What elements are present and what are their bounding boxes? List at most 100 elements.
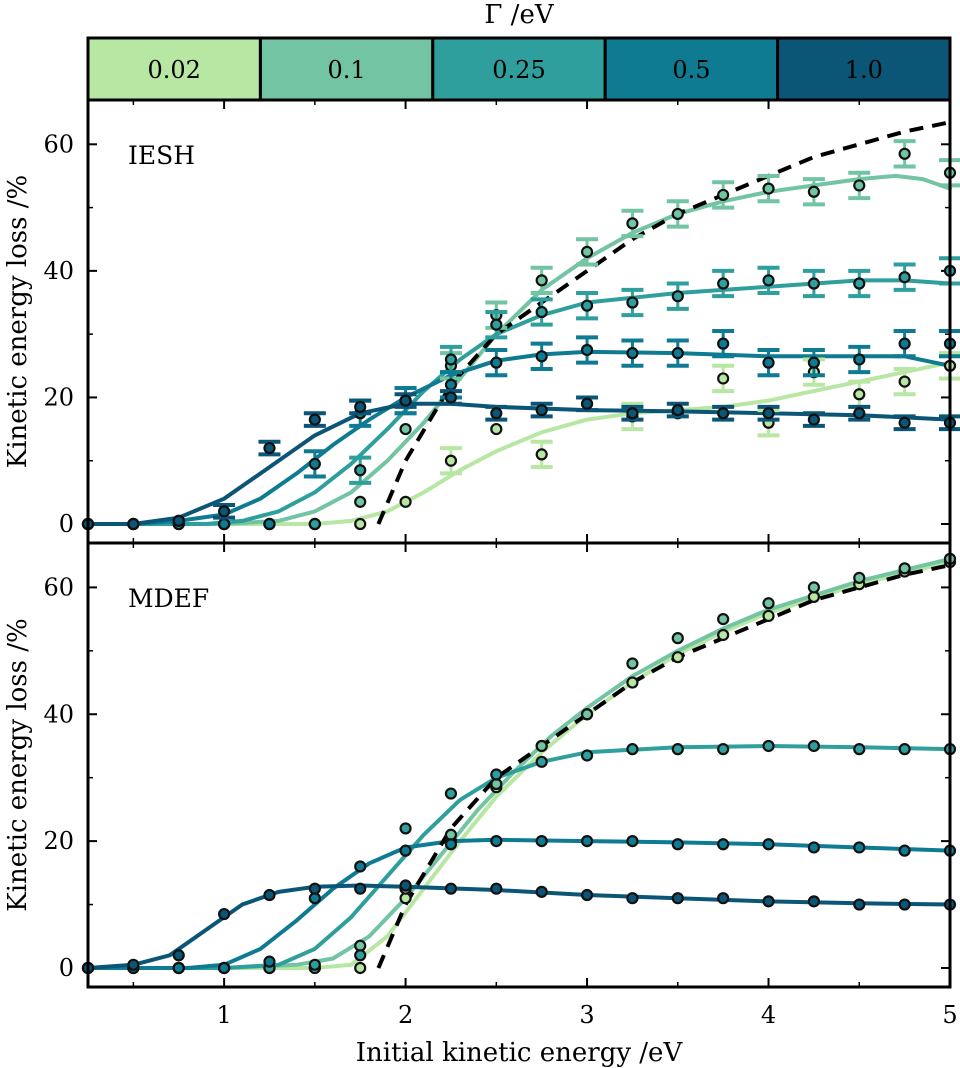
data-point-0.25 <box>626 296 639 309</box>
data-point-0.25 <box>853 277 866 290</box>
data-point-1.0 <box>535 885 548 898</box>
data-point-0.5 <box>263 955 276 968</box>
colorbar-label-1: 0.1 <box>328 56 366 84</box>
plot-frame <box>86 98 952 545</box>
data-point-0.25 <box>671 290 684 303</box>
data-point-0.25 <box>717 743 730 756</box>
data-point-0.1 <box>580 245 594 258</box>
data-point-1.0 <box>535 404 548 417</box>
data-point-0.1 <box>717 188 730 202</box>
data-point-0.25 <box>807 277 820 290</box>
data-point-1.0 <box>218 505 231 518</box>
data-point-0.25 <box>535 755 548 768</box>
data-point-0.02 <box>762 609 775 623</box>
data-point-1.0 <box>762 895 775 908</box>
data-point-0.25 <box>444 787 458 800</box>
data-point-0.5 <box>762 356 775 369</box>
fit-line-0.02 <box>86 360 952 526</box>
data-point-0.02 <box>444 454 458 467</box>
data-point-0.25 <box>354 464 367 477</box>
data-point-0.02 <box>490 422 503 436</box>
fit-line-0.1 <box>86 556 952 970</box>
x-tick-label: 4 <box>761 1001 776 1029</box>
data-point-0.25 <box>762 274 775 287</box>
data-point-1.0 <box>263 441 276 455</box>
data-point-1.0 <box>399 879 412 892</box>
panel-label: IESH <box>128 141 195 170</box>
y-tick-label: 60 <box>43 130 74 158</box>
data-point-0.25 <box>762 739 775 753</box>
data-point-1.0 <box>490 882 503 895</box>
data-point-0.25 <box>580 749 594 762</box>
data-point-0.25 <box>671 743 684 756</box>
data-point-1.0 <box>580 888 594 902</box>
data-point-0.1 <box>535 739 548 753</box>
data-point-0.25 <box>444 353 458 366</box>
data-point-0.5 <box>898 844 911 857</box>
iesh-panel: 0 20 40 60 IESH Kinetic energy loss /% <box>3 98 960 545</box>
data-point-1.0 <box>717 892 730 905</box>
data-point-0.5 <box>172 961 185 975</box>
fit-line-0.25 <box>86 744 952 970</box>
data-point-0.25 <box>580 299 594 312</box>
data-point-0.1 <box>898 562 911 575</box>
colorbar-cell-0 <box>86 36 262 102</box>
data-point-0.1 <box>671 207 684 221</box>
data-point-0.25 <box>490 768 503 781</box>
fit-line-0.1 <box>86 173 952 526</box>
data-point-0.5 <box>671 347 684 360</box>
data-point-0.5 <box>490 835 503 848</box>
data-point-1.0 <box>399 394 412 407</box>
data-point-0.02 <box>898 375 911 388</box>
data-point-0.5 <box>218 517 231 531</box>
data-point-0.1 <box>853 179 866 192</box>
data-point-0.1 <box>762 182 775 195</box>
data-point-0.5 <box>898 337 911 350</box>
y-tick-label: 0 <box>59 954 74 982</box>
data-point-0.25 <box>717 277 730 290</box>
data-point-1.0 <box>807 413 820 426</box>
x-tick-label: 3 <box>579 1001 594 1029</box>
reference-curve <box>376 120 951 525</box>
data-point-0.5 <box>626 347 639 360</box>
data-point-0.02 <box>354 517 367 531</box>
data-point-1.0 <box>172 949 185 962</box>
data-point-1.0 <box>354 882 367 895</box>
x-tick-label: 5 <box>942 1001 957 1029</box>
data-point-0.5 <box>399 844 412 857</box>
data-point-0.1 <box>626 657 639 670</box>
x-tick-label: 1 <box>216 1001 231 1029</box>
data-point-1.0 <box>898 416 911 429</box>
data-point-0.1 <box>580 708 594 721</box>
data-point-0.1 <box>898 147 911 160</box>
data-point-0.25 <box>308 958 321 971</box>
data-point-0.02 <box>399 495 412 508</box>
data-point-1.0 <box>218 907 231 921</box>
data-point-0.5 <box>535 835 548 848</box>
data-point-0.5 <box>717 337 730 350</box>
data-point-1.0 <box>490 407 503 420</box>
data-point-0.5 <box>354 860 367 873</box>
data-point-0.1 <box>807 185 820 198</box>
data-point-1.0 <box>898 898 911 911</box>
y-tick-label: 20 <box>43 383 74 411</box>
data-point-0.5 <box>853 353 866 366</box>
y-axis-label: Kinetic energy loss /% <box>3 618 33 911</box>
colorbar-title: Γ /eV <box>484 0 554 30</box>
data-point-0.1 <box>853 571 866 584</box>
colorbar-label-0: 0.02 <box>147 56 200 84</box>
y-tick-label: 40 <box>43 700 74 728</box>
data-point-0.25 <box>354 949 367 962</box>
fit-line-0.5 <box>86 349 952 526</box>
data-point-0.1 <box>399 422 412 436</box>
panel-label: MDEF <box>128 584 209 613</box>
colorbar-label-2: 0.25 <box>492 56 545 84</box>
data-point-0.25 <box>535 305 548 319</box>
y-tick-label: 60 <box>43 573 74 601</box>
data-point-1.0 <box>263 888 276 902</box>
fit-line-1.0 <box>86 883 952 970</box>
data-point-0.02 <box>717 372 730 385</box>
data-point-0.25 <box>490 318 503 331</box>
x-tick-label: 2 <box>398 1001 413 1029</box>
data-point-0.5 <box>762 838 775 851</box>
